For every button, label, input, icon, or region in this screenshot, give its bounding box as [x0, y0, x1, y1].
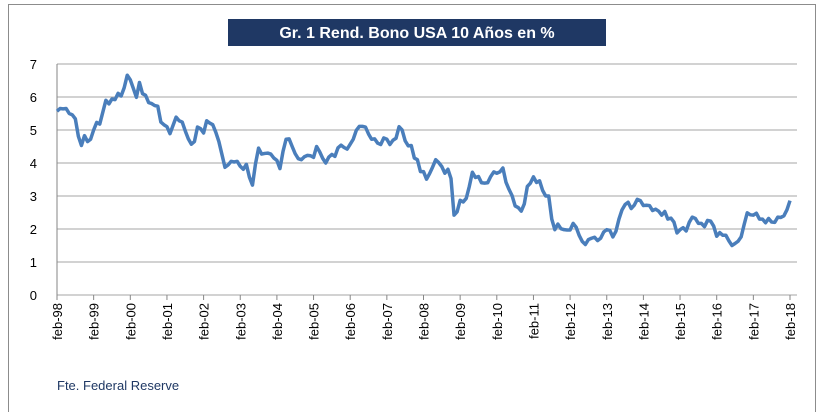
title-box — [228, 19, 606, 46]
y-tick-label: 3 — [30, 189, 37, 204]
y-tick-label: 0 — [30, 288, 37, 303]
x-tick-label: feb-14 — [636, 303, 651, 340]
x-tick-label: feb-16 — [710, 303, 725, 340]
x-tick-label: feb-13 — [600, 303, 615, 340]
x-tick-label: feb-18 — [783, 303, 798, 340]
chart-title: Gr. 1 Rend. Bono USA 10 Años en % — [279, 25, 554, 42]
data-line — [55, 73, 792, 248]
x-tick-label: feb-00 — [123, 303, 138, 340]
x-tick-label: feb-98 — [50, 303, 65, 340]
x-tick-label: feb-01 — [160, 303, 175, 340]
y-tick-label: 1 — [30, 255, 37, 270]
x-tick-label: feb-10 — [490, 303, 505, 340]
x-tick-label: feb-99 — [87, 303, 102, 340]
x-tick-label: feb-06 — [343, 303, 358, 340]
x-tick-label: feb-04 — [270, 303, 285, 340]
y-tick-label: 6 — [30, 90, 37, 105]
y-tick-label: 7 — [30, 57, 37, 72]
x-tick-label: feb-15 — [673, 303, 688, 340]
x-tick-label: feb-05 — [307, 303, 322, 340]
x-tick-label: feb-03 — [233, 303, 248, 340]
x-tick-label: feb-02 — [197, 303, 212, 340]
y-tick-label: 4 — [30, 156, 37, 171]
x-tick-label: feb-07 — [380, 303, 395, 340]
source-note: Fte. Federal Reserve — [57, 378, 179, 393]
x-tick-label: feb-11 — [526, 303, 541, 339]
y-tick-label: 2 — [30, 222, 37, 237]
x-tick-label: feb-08 — [417, 303, 432, 340]
x-tick-label: feb-17 — [746, 303, 761, 340]
x-tick-label: feb-09 — [453, 303, 468, 340]
chart-frame — [8, 4, 816, 412]
y-tick-label: 5 — [30, 123, 37, 138]
x-tick-label: feb-12 — [563, 303, 578, 340]
